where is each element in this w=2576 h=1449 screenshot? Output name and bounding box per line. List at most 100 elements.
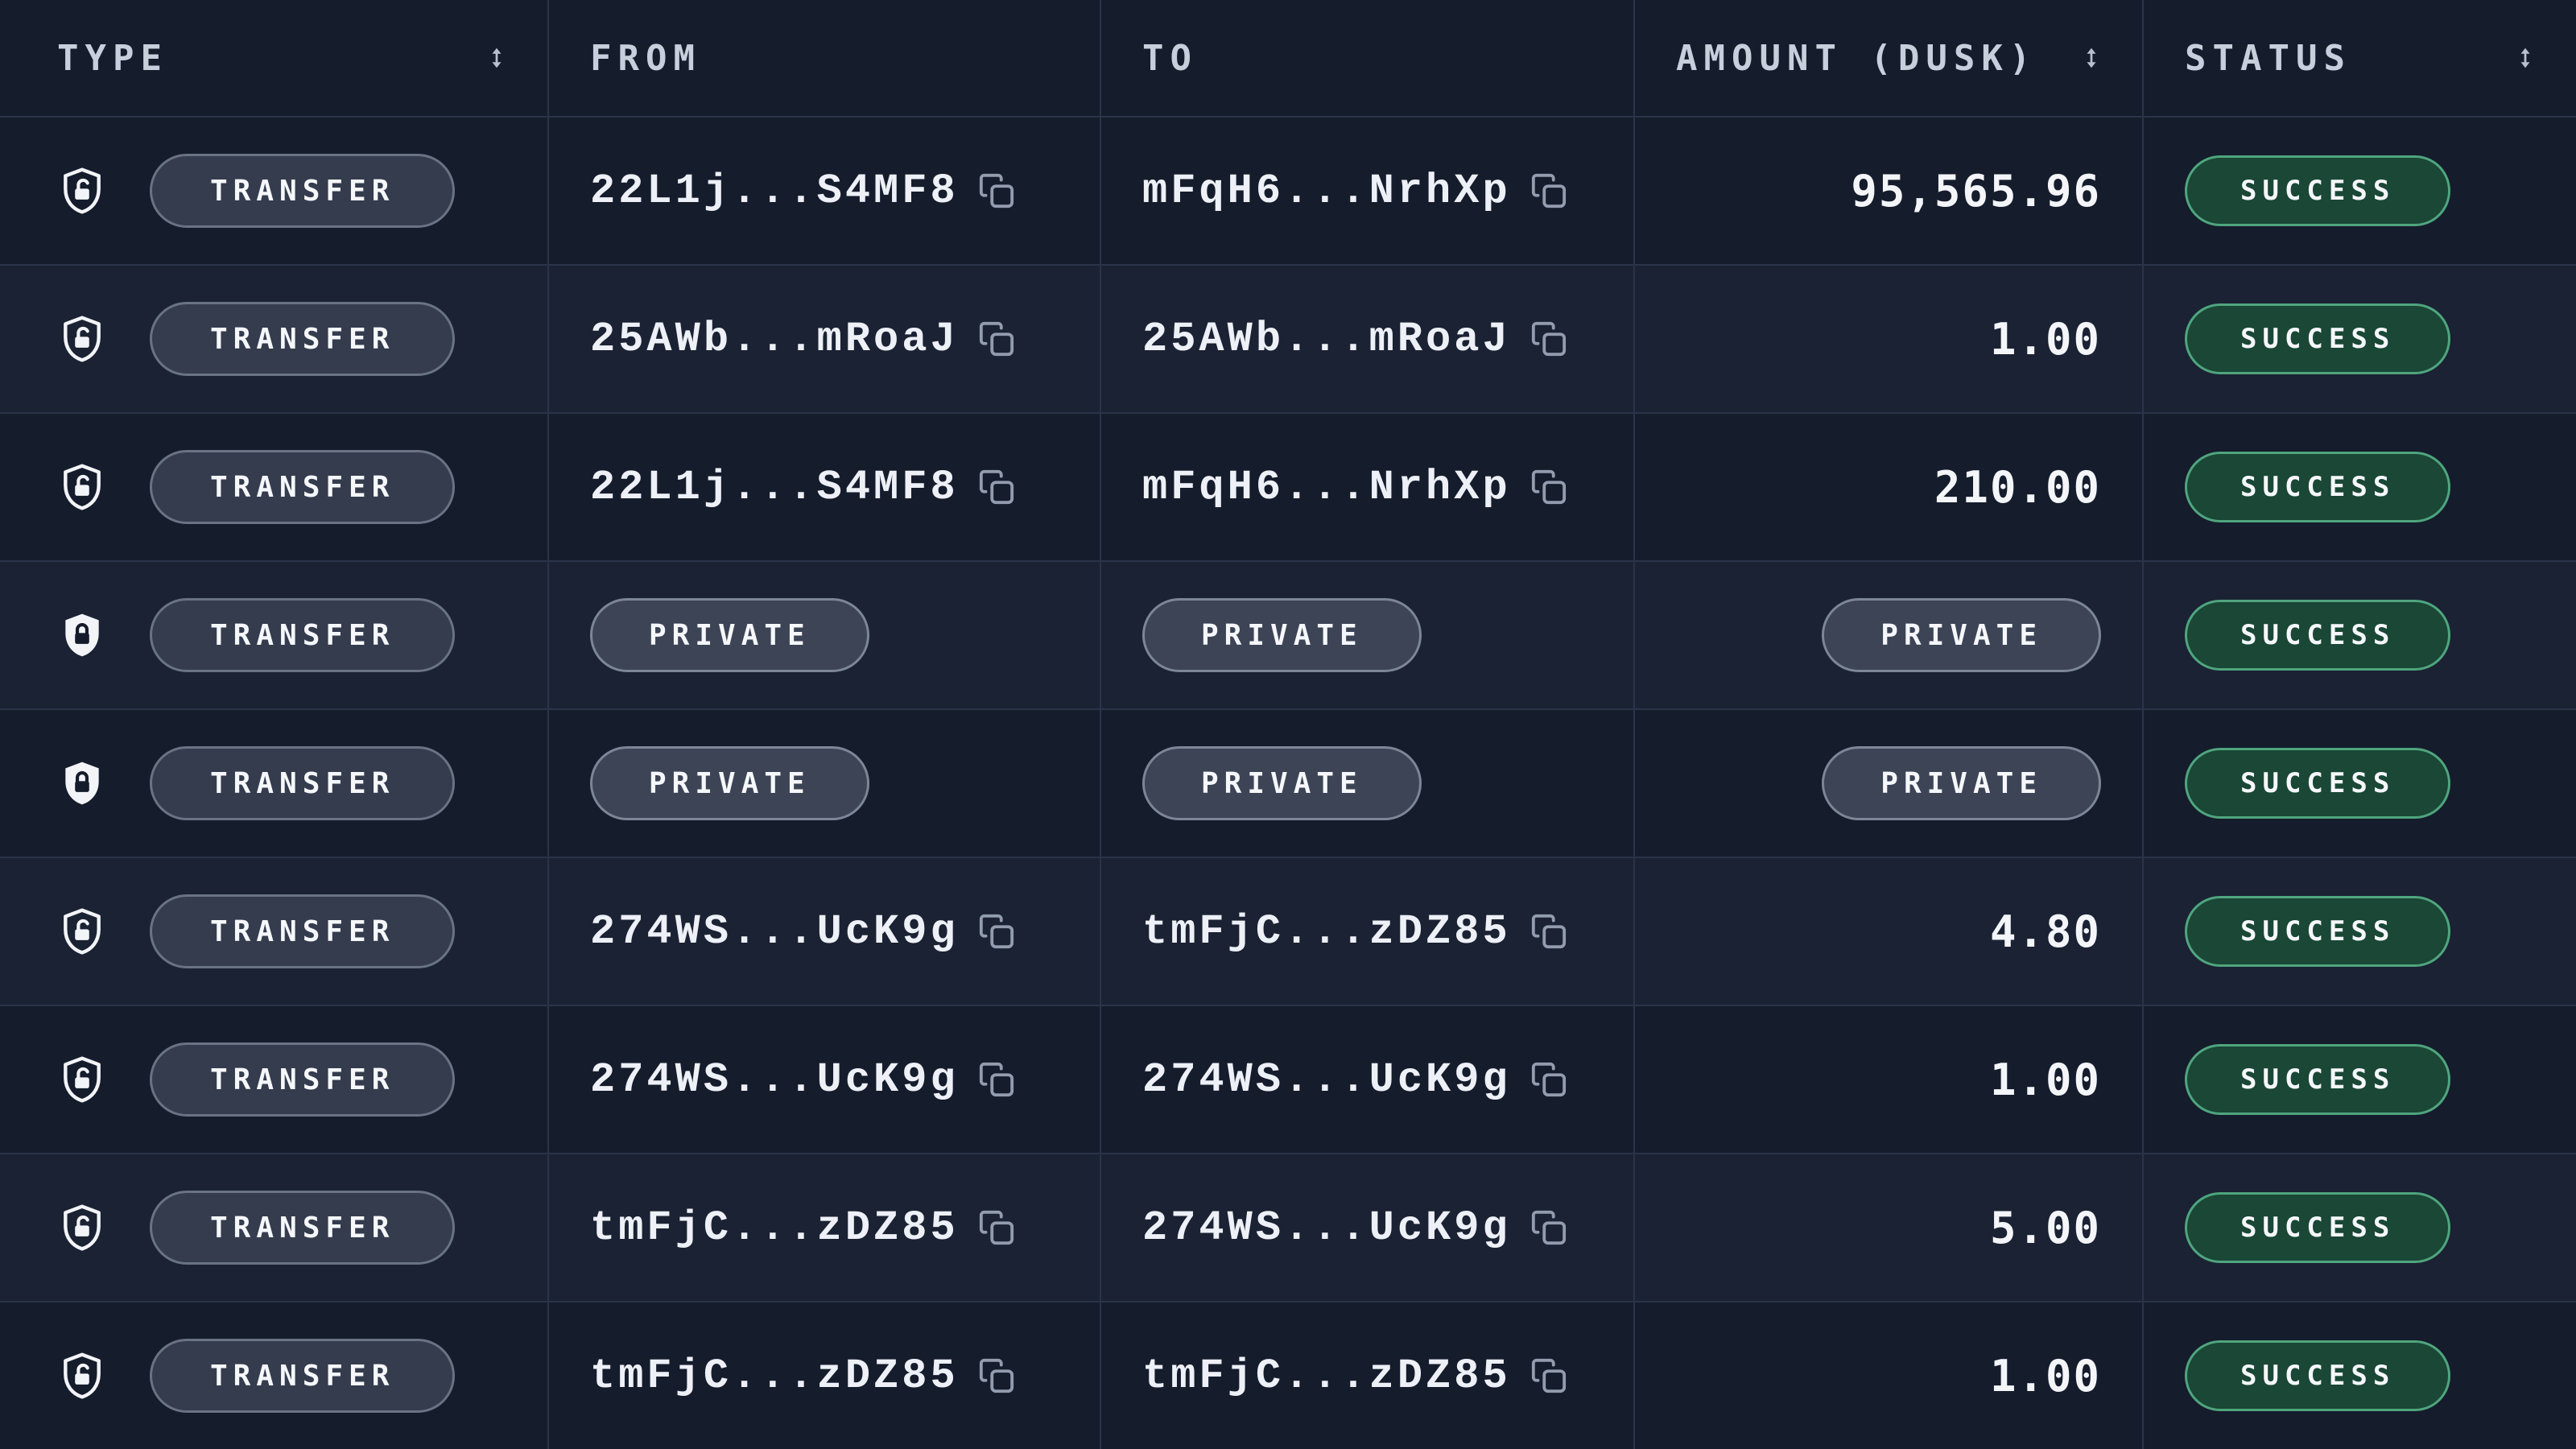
amount-private-badge: PRIVATE bbox=[1822, 746, 2101, 820]
to-address-group: mFqH6...NrhXp bbox=[1142, 167, 1567, 215]
copy-icon[interactable] bbox=[978, 1061, 1015, 1098]
amount-value: 95,565.96 bbox=[1851, 165, 2101, 217]
status-cell: SUCCESS bbox=[2144, 710, 2576, 857]
status-badge: SUCCESS bbox=[2185, 896, 2451, 967]
amount-value: 1.00 bbox=[1989, 1350, 2101, 1402]
column-label-status: STATUS bbox=[2185, 37, 2351, 79]
copy-icon[interactable] bbox=[978, 1357, 1015, 1394]
column-header-status[interactable]: STATUS bbox=[2144, 0, 2576, 116]
shield-unlocked-icon bbox=[57, 1201, 107, 1254]
status-badge: SUCCESS bbox=[2185, 1340, 2451, 1411]
from-address[interactable]: 22L1j...S4MF8 bbox=[590, 463, 959, 511]
copy-icon[interactable] bbox=[978, 320, 1015, 357]
table-row: TRANSFER 22L1j...S4MF8 mFqH6...NrhXp 95,… bbox=[0, 116, 2576, 264]
type-badge: TRANSFER bbox=[150, 154, 456, 228]
amount-value: 210.00 bbox=[1934, 461, 2101, 513]
copy-icon[interactable] bbox=[1530, 1061, 1567, 1098]
shield-unlocked-icon bbox=[57, 460, 107, 514]
from-cell: tmFjC...zDZ85 bbox=[549, 1154, 1101, 1301]
to-address[interactable]: 25AWb...mRoaJ bbox=[1142, 315, 1511, 363]
amount-value: 5.00 bbox=[1989, 1202, 2101, 1253]
to-address[interactable]: 274WS...UcK9g bbox=[1142, 1203, 1511, 1252]
table-row: TRANSFER 25AWb...mRoaJ 25AWb...mRoaJ 1.0… bbox=[0, 264, 2576, 412]
sort-icon[interactable] bbox=[485, 43, 509, 73]
type-badge: TRANSFER bbox=[150, 1339, 456, 1413]
type-cell: TRANSFER bbox=[0, 1302, 549, 1449]
to-address[interactable]: 274WS...UcK9g bbox=[1142, 1055, 1511, 1104]
to-cell: 25AWb...mRoaJ bbox=[1101, 266, 1635, 412]
copy-icon[interactable] bbox=[978, 1209, 1015, 1246]
from-address-group: 22L1j...S4MF8 bbox=[590, 464, 1015, 511]
to-address[interactable]: mFqH6...NrhXp bbox=[1142, 463, 1511, 511]
column-label-to: TO bbox=[1142, 37, 1198, 79]
to-cell: mFqH6...NrhXp bbox=[1101, 414, 1635, 560]
copy-icon[interactable] bbox=[1530, 1357, 1567, 1394]
to-cell: tmFjC...zDZ85 bbox=[1101, 1302, 1635, 1449]
to-private-badge: PRIVATE bbox=[1142, 746, 1422, 820]
type-badge: TRANSFER bbox=[150, 1191, 456, 1265]
type-cell: TRANSFER bbox=[0, 1006, 549, 1153]
type-cell: TRANSFER bbox=[0, 858, 549, 1005]
copy-icon[interactable] bbox=[1530, 913, 1567, 950]
type-badge: TRANSFER bbox=[150, 1042, 456, 1117]
from-address[interactable]: 25AWb...mRoaJ bbox=[590, 315, 959, 363]
type-badge: TRANSFER bbox=[150, 894, 456, 968]
amount-value: 4.80 bbox=[1989, 906, 2101, 957]
amount-cell: 95,565.96 bbox=[1635, 118, 2144, 264]
table-row: TRANSFER tmFjC...zDZ85 274WS...UcK9g 5.0… bbox=[0, 1153, 2576, 1301]
from-address[interactable]: 22L1j...S4MF8 bbox=[590, 167, 959, 215]
type-cell: TRANSFER bbox=[0, 710, 549, 857]
column-header-amount[interactable]: AMOUNT (DUSK) bbox=[1635, 0, 2144, 116]
from-address[interactable]: 274WS...UcK9g bbox=[590, 907, 959, 956]
type-cell: TRANSFER bbox=[0, 266, 549, 412]
sort-icon[interactable] bbox=[2079, 43, 2103, 73]
shield-unlocked-icon bbox=[57, 1349, 107, 1402]
to-address[interactable]: tmFjC...zDZ85 bbox=[1142, 907, 1511, 956]
type-cell: TRANSFER bbox=[0, 1154, 549, 1301]
shield-unlocked-icon bbox=[57, 312, 107, 365]
amount-cell: 1.00 bbox=[1635, 266, 2144, 412]
amount-value: 1.00 bbox=[1989, 313, 2101, 365]
copy-icon[interactable] bbox=[978, 913, 1015, 950]
copy-icon[interactable] bbox=[1530, 320, 1567, 357]
to-address[interactable]: mFqH6...NrhXp bbox=[1142, 167, 1511, 215]
from-private-badge: PRIVATE bbox=[590, 598, 869, 672]
to-cell: mFqH6...NrhXp bbox=[1101, 118, 1635, 264]
type-badge: TRANSFER bbox=[150, 746, 456, 820]
to-cell: PRIVATE bbox=[1101, 710, 1635, 857]
status-badge: SUCCESS bbox=[2185, 452, 2451, 522]
copy-icon[interactable] bbox=[1530, 1209, 1567, 1246]
to-private-badge: PRIVATE bbox=[1142, 598, 1422, 672]
status-badge: SUCCESS bbox=[2185, 303, 2451, 374]
status-badge: SUCCESS bbox=[2185, 1192, 2451, 1263]
type-cell: TRANSFER bbox=[0, 562, 549, 708]
to-cell: PRIVATE bbox=[1101, 562, 1635, 708]
table-row: TRANSFER 274WS...UcK9g tmFjC...zDZ85 4.8… bbox=[0, 857, 2576, 1005]
amount-cell: 5.00 bbox=[1635, 1154, 2144, 1301]
column-header-from: FROM bbox=[549, 0, 1101, 116]
from-address[interactable]: 274WS...UcK9g bbox=[590, 1055, 959, 1104]
status-cell: SUCCESS bbox=[2144, 266, 2576, 412]
to-address-group: 25AWb...mRoaJ bbox=[1142, 316, 1567, 363]
amount-cell: 1.00 bbox=[1635, 1006, 2144, 1153]
from-address[interactable]: tmFjC...zDZ85 bbox=[590, 1352, 959, 1400]
table-header-row: TYPE FROM TO AMOUNT (DUSK) STATUS bbox=[0, 0, 2576, 116]
column-header-type[interactable]: TYPE bbox=[0, 0, 549, 116]
status-cell: SUCCESS bbox=[2144, 1154, 2576, 1301]
copy-icon[interactable] bbox=[1530, 172, 1567, 209]
column-label-from: FROM bbox=[590, 37, 701, 79]
copy-icon[interactable] bbox=[978, 172, 1015, 209]
amount-cell: PRIVATE bbox=[1635, 710, 2144, 857]
status-cell: SUCCESS bbox=[2144, 1302, 2576, 1449]
to-address[interactable]: tmFjC...zDZ85 bbox=[1142, 1352, 1511, 1400]
table-row: TRANSFER PRIVATE PRIVATE PRIVATE SUCCESS bbox=[0, 560, 2576, 708]
column-label-type: TYPE bbox=[57, 37, 168, 79]
amount-cell: 4.80 bbox=[1635, 858, 2144, 1005]
from-address-group: tmFjC...zDZ85 bbox=[590, 1352, 1015, 1400]
status-cell: SUCCESS bbox=[2144, 118, 2576, 264]
sort-icon[interactable] bbox=[2513, 43, 2537, 73]
copy-icon[interactable] bbox=[978, 469, 1015, 506]
copy-icon[interactable] bbox=[1530, 469, 1567, 506]
from-address[interactable]: tmFjC...zDZ85 bbox=[590, 1203, 959, 1252]
table-row: TRANSFER 274WS...UcK9g 274WS...UcK9g 1.0… bbox=[0, 1005, 2576, 1153]
